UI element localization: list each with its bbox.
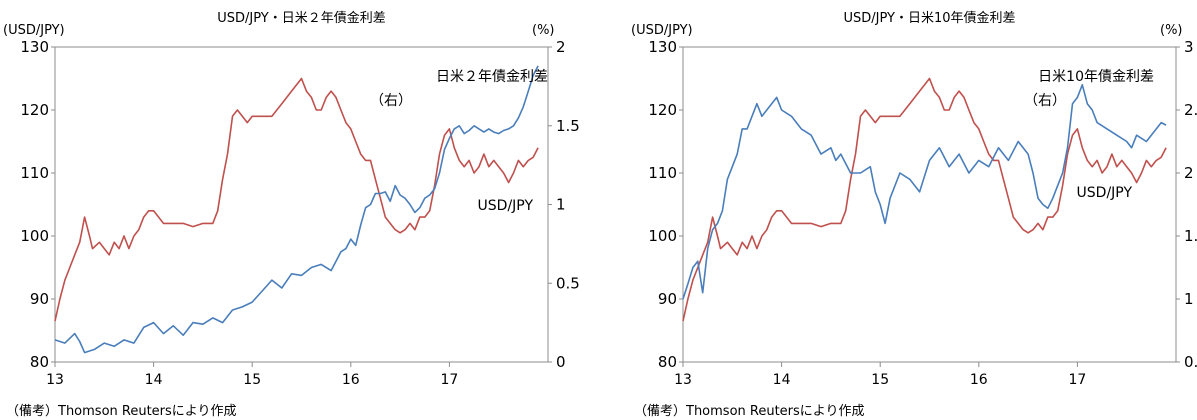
chart-2y-left-tick-label: 130 <box>20 38 49 56</box>
chart-2y-svg: USD/JPY・日米２年債金利差(USD/JPY) (%)809010011012… <box>3 10 580 388</box>
chart-2y-left-unit: (USD/JPY) <box>3 23 65 38</box>
chart-10y-right-tick-label: 3 <box>1184 38 1194 56</box>
chart-2y-right-tick-label: 0 <box>556 353 566 371</box>
chart-2y-annotation-1: （右） <box>370 93 412 109</box>
chart-10y-plot-frame <box>682 46 1177 363</box>
chart-10y-annotation-2: USD/JPY <box>1077 185 1133 201</box>
chart-2y-right-unit: (%) <box>532 23 555 38</box>
chart-2y-x-tick-label: 17 <box>440 372 458 388</box>
chart-10y-x-tick-label: 15 <box>871 372 889 388</box>
chart-2y-x-tick-label: 16 <box>342 372 360 388</box>
chart-10y-svg: USD/JPY・日米10年債金利差 (USD/JPY) (%) 80 90 100 110 1… <box>631 10 1197 388</box>
chart-panel-10y: USD/JPY・日米10年債金利差 (USD/JPY) (%) 80 90 100 110 1… <box>628 0 1197 420</box>
chart-2y-left-tick-label: 120 <box>20 101 49 119</box>
chart-10y-right-tick-label: 1 <box>1184 290 1194 308</box>
chart-10y-x-tick-label: 16 <box>970 372 988 388</box>
chart-10y-x-tick-label: 17 <box>1068 372 1086 388</box>
chart-10y-title: USD/JPY・日米10年債金利差 <box>843 10 1015 26</box>
chart-2y-usdjpy-line <box>54 77 539 322</box>
chart-2y-note: （備考）Thomson Reutersにより作成 <box>6 404 237 419</box>
chart-10y-right-tick-label: 2 <box>1184 164 1194 182</box>
chart-10y-annotation-0: 日米10年債金利差 <box>1038 69 1154 85</box>
chart-panel-2y: USD/JPY・日米２年債金利差 (USD/JPY) (%) 80 90 100 110 12… <box>0 0 580 420</box>
chart-2y-right-tick-label: 2 <box>556 38 566 56</box>
chart-10y-right-tick-label: 1.5 <box>1184 227 1197 245</box>
chart-2y-x-tick-label: 15 <box>243 372 261 388</box>
chart-10y-right-tick-label: 0.5 <box>1184 353 1197 371</box>
chart-10y-annotation-1: （右） <box>1024 93 1066 109</box>
chart-10y-left-tick-label: 120 <box>648 101 677 119</box>
chart-2y-left-tick-label: 80 <box>30 353 49 371</box>
chart-10y-x-tick-label: 13 <box>674 372 692 388</box>
chart-2y-right-tick-label: 0.5 <box>556 274 580 292</box>
chart-2y-x-tick-label: 14 <box>145 372 163 388</box>
chart-10y-right-unit: (%) <box>1160 23 1183 38</box>
chart-2y-annotation-2: USD/JPY <box>478 198 534 214</box>
chart-10y-left-tick-label: 130 <box>648 38 677 56</box>
chart-2y-left-tick-label: 110 <box>20 164 49 182</box>
chart-10y-x-tick-label: 14 <box>773 372 791 388</box>
chart-10y-left-unit: (USD/JPY) <box>631 23 693 38</box>
chart-10y-left-tick-label: 100 <box>648 227 677 245</box>
chart-2y-spread-line <box>54 65 539 354</box>
chart-10y-note: （備考）Thomson Reutersにより作成 <box>634 404 865 419</box>
chart-10y-left-tick-label: 90 <box>658 290 677 308</box>
chart-2y-plot-frame <box>54 46 549 363</box>
chart-10y-usdjpy-line <box>682 77 1167 322</box>
chart-2y-right-tick-label: 1 <box>556 196 566 214</box>
chart-10y-left-tick-label: 110 <box>648 164 677 182</box>
chart-2y-title: USD/JPY・日米２年債金利差 <box>217 10 386 26</box>
chart-2y-left-tick-label: 90 <box>30 290 49 308</box>
chart-10y-right-tick-label: 2.5 <box>1184 101 1197 119</box>
chart-10y-spread-line <box>682 84 1167 300</box>
chart-10y-left-tick-label: 80 <box>658 353 677 371</box>
chart-2y-right-tick-label: 1.5 <box>556 117 580 135</box>
chart-2y-left-tick-label: 100 <box>20 227 49 245</box>
chart-2y-annotation-0: 日米２年債金利差 <box>436 69 548 85</box>
chart-2y-x-tick-label: 13 <box>46 372 64 388</box>
